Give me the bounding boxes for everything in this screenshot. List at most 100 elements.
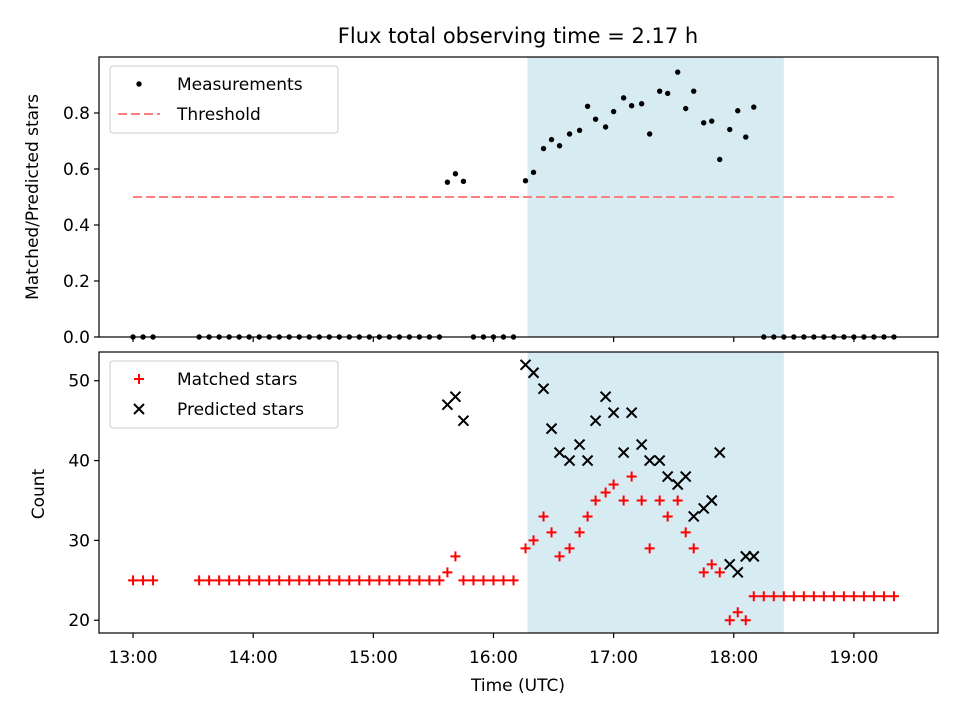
bottom-y-axis-label: Count <box>29 468 49 519</box>
data-point <box>698 567 709 578</box>
data-point <box>691 88 697 94</box>
data-point <box>582 511 593 522</box>
y-tick-label: 0.8 <box>63 104 90 124</box>
data-point <box>284 575 295 586</box>
data-point <box>138 575 149 586</box>
data-point <box>714 446 726 459</box>
data-point <box>848 591 859 602</box>
data-point <box>204 575 215 586</box>
data-point <box>717 156 723 163</box>
data-point <box>701 120 707 126</box>
top-panel: 0.0 0.2 0.4 0.6 0.8 Measurements Threshold <box>63 56 939 348</box>
data-point <box>374 575 385 586</box>
data-point <box>858 591 869 602</box>
data-point <box>457 414 470 427</box>
y-tick-label: 20 <box>68 611 90 631</box>
y-tick-label: 40 <box>68 452 90 472</box>
data-point <box>224 575 235 586</box>
data-point <box>618 495 629 506</box>
data-point <box>740 615 751 626</box>
data-point <box>554 551 565 562</box>
legend: Measurements Threshold <box>109 65 339 134</box>
data-point <box>574 527 585 538</box>
data-point <box>566 131 573 137</box>
data-point <box>563 454 576 467</box>
data-point <box>556 143 563 149</box>
y-tick-label: 0.2 <box>63 272 90 292</box>
data-point <box>768 591 779 602</box>
data-point <box>868 591 879 602</box>
data-point <box>564 543 575 554</box>
data-point <box>732 607 743 618</box>
legend-marker-matched <box>134 374 144 384</box>
data-point <box>294 575 305 586</box>
data-point <box>688 543 699 554</box>
data-point <box>672 495 683 506</box>
legend-label: Matched stars <box>177 370 297 390</box>
series-matched-stars <box>128 471 899 626</box>
data-point <box>607 406 620 419</box>
data-point <box>434 575 445 586</box>
legend-label: Predicted stars <box>177 400 304 420</box>
data-point <box>599 390 612 403</box>
data-point <box>714 567 725 578</box>
data-point <box>600 487 611 498</box>
data-point <box>661 470 674 483</box>
data-point <box>314 575 325 586</box>
data-point <box>424 575 435 586</box>
data-point <box>610 108 617 115</box>
x-tick-label: 15:00 <box>349 648 398 668</box>
data-point <box>653 454 666 467</box>
legend-box <box>109 65 339 134</box>
data-point <box>589 414 602 427</box>
data-point <box>522 178 529 184</box>
x-tick-label: 18:00 <box>709 648 758 668</box>
y-tick-label: 50 <box>68 372 90 392</box>
data-point <box>654 495 665 506</box>
data-point <box>354 575 365 586</box>
data-point <box>394 575 405 586</box>
data-point <box>508 575 519 586</box>
data-point <box>234 575 245 586</box>
data-point <box>545 422 558 435</box>
data-point <box>636 495 647 506</box>
data-point <box>643 454 656 467</box>
data-point <box>576 127 583 134</box>
observing-window-span <box>527 352 784 633</box>
data-point <box>888 591 899 602</box>
data-point <box>748 550 760 563</box>
data-point <box>620 95 627 101</box>
data-point <box>334 575 345 586</box>
data-point <box>527 367 540 379</box>
data-point <box>553 446 566 459</box>
data-point <box>664 90 671 97</box>
data-point <box>452 171 459 177</box>
data-point <box>592 116 599 122</box>
data-point <box>214 575 225 586</box>
data-point <box>706 494 718 507</box>
y-tick-label: 0.0 <box>63 328 90 348</box>
data-point <box>442 567 453 578</box>
data-point <box>758 591 769 602</box>
series-predicted-stars <box>441 359 760 579</box>
data-point <box>537 383 550 395</box>
data-point <box>478 575 489 586</box>
data-point <box>838 591 849 602</box>
data-point <box>724 615 735 626</box>
y-tick-label: 30 <box>68 531 90 551</box>
data-point <box>662 511 673 522</box>
data-point <box>274 575 285 586</box>
data-point <box>617 446 630 459</box>
data-point <box>628 103 635 109</box>
data-point <box>449 390 462 403</box>
data-point <box>608 479 619 490</box>
data-point <box>751 104 757 110</box>
top-y-axis-label: Matched/Predicted stars <box>23 94 43 300</box>
data-point <box>644 543 655 554</box>
data-point <box>626 471 637 482</box>
data-point <box>344 575 355 586</box>
data-point <box>404 575 415 586</box>
data-point <box>468 575 479 586</box>
data-point <box>304 575 315 586</box>
data-point <box>488 575 499 586</box>
